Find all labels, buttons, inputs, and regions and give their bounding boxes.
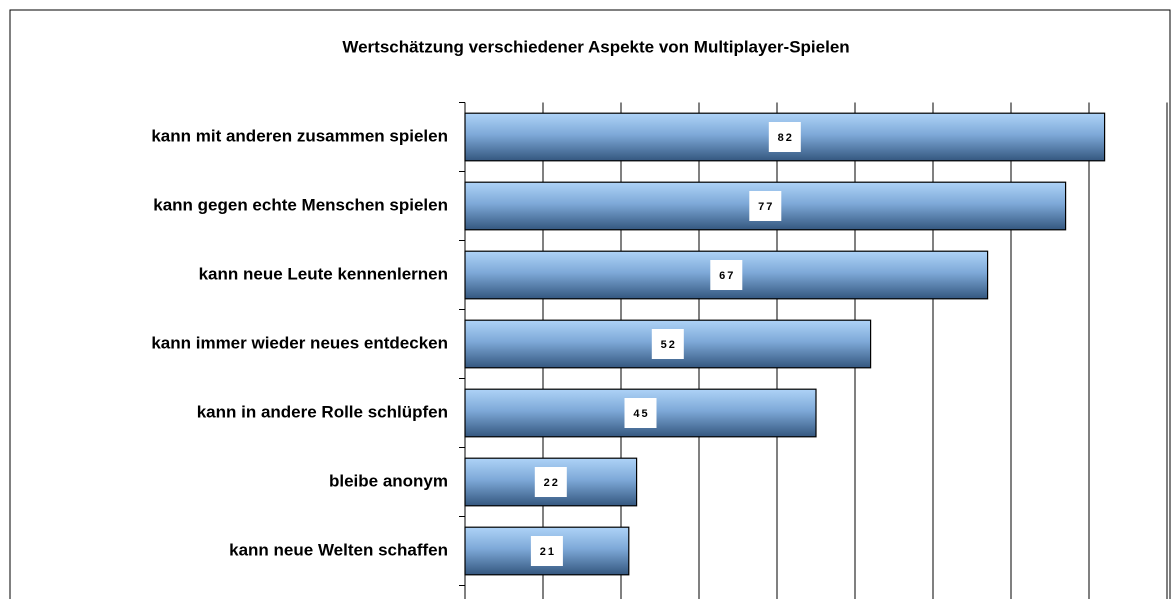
value-label: 52	[661, 339, 677, 351]
value-label-box	[651, 329, 684, 359]
bar	[464, 181, 1067, 231]
value-label-box	[768, 122, 801, 152]
value-label: 77	[758, 201, 774, 213]
y-tick-label: kann immer wieder neues entdecken	[151, 333, 448, 352]
y-tick-label: kann gegen echte Menschen spielen	[153, 195, 448, 214]
y-tick-label: kann in andere Rolle schlüpfen	[197, 402, 448, 421]
y-tick-label: kann neue Welten schaffen	[229, 540, 448, 559]
value-label-box	[710, 260, 743, 290]
value-label-box	[749, 191, 782, 221]
y-tick-label: kann neue Leute kennenlernen	[199, 264, 448, 283]
y-tick-label: kann mit anderen zusammen spielen	[151, 126, 448, 145]
value-label: 45	[633, 408, 649, 420]
chart-frame	[9, 9, 1171, 599]
chart-title: Wertschätzung verschiedener Aspekte von …	[342, 37, 849, 56]
value-label-box	[624, 398, 657, 428]
value-label: 22	[544, 477, 560, 489]
value-label: 82	[778, 132, 794, 144]
y-tick-label: bleibe anonym	[329, 471, 448, 490]
value-label-box	[530, 536, 563, 566]
value-label: 67	[719, 270, 735, 282]
value-label: 21	[540, 546, 556, 558]
value-label-box	[534, 467, 567, 497]
